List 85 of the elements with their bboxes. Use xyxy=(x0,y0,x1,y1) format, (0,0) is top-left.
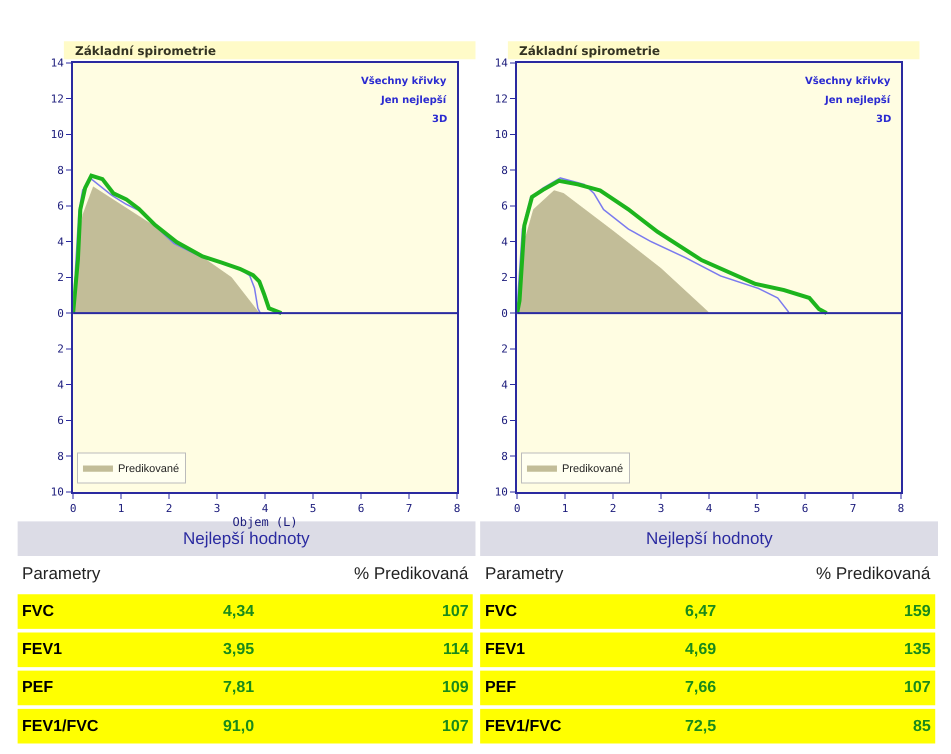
y-tick-label: 6 xyxy=(57,200,64,213)
y-tick-label: 2 xyxy=(501,342,508,356)
y-tick-label: 0 xyxy=(57,306,64,320)
text: FEV1 xyxy=(22,641,62,658)
x-tick-label: 8 xyxy=(898,502,904,516)
text: 159 xyxy=(904,603,931,620)
x-axis-title: Objem (L) xyxy=(232,515,298,530)
text: 91,0 xyxy=(223,718,254,735)
x-tick-label: 3 xyxy=(658,502,664,516)
text: 7,81 xyxy=(223,679,254,696)
y-tick-label: 8 xyxy=(57,450,64,463)
y-tick-label: 2 xyxy=(501,271,508,284)
chart-title: Základní spirometrie xyxy=(75,44,216,58)
annotation: Jen nejlepší xyxy=(380,95,447,106)
text: 109 xyxy=(442,679,469,696)
text: 107 xyxy=(442,718,469,735)
y-tick-label: 0 xyxy=(501,306,508,320)
x-tick-label: 0 xyxy=(514,502,520,516)
x-tick-label: 1 xyxy=(118,502,124,516)
text: FEV1 xyxy=(485,641,526,658)
text: 3,95 xyxy=(223,641,254,658)
y-tick-label: 4 xyxy=(501,235,508,248)
text: % Predikovaná xyxy=(816,564,931,583)
legend-label: Predikované xyxy=(118,463,180,476)
y-tick-label: 10 xyxy=(494,128,508,142)
text: 107 xyxy=(442,603,469,620)
x-tick-label: 5 xyxy=(754,502,760,516)
y-tick-label: 10 xyxy=(494,486,508,499)
x-tick-label: 2 xyxy=(166,502,172,516)
x-tick-label: 7 xyxy=(406,502,412,516)
x-tick-label: 4 xyxy=(706,502,713,516)
y-tick-label: 6 xyxy=(501,414,508,428)
y-tick-label: 14 xyxy=(494,56,508,70)
y-tick-label: 12 xyxy=(494,92,508,106)
legend-label: Predikované xyxy=(562,463,624,476)
annotation: Všechny křivky xyxy=(361,76,447,87)
y-tick-label: 6 xyxy=(501,200,508,213)
y-tick-label: 4 xyxy=(57,378,64,392)
text: 114 xyxy=(443,641,469,658)
y-tick-label: 10 xyxy=(50,486,64,499)
x-tick-label: 0 xyxy=(70,502,76,516)
annotation: 3D xyxy=(432,114,448,125)
text: FEV1/FVC xyxy=(485,718,562,735)
x-tick-label: 7 xyxy=(850,502,856,516)
x-tick-label: 4 xyxy=(262,502,269,516)
chart-title: Základní spirometrie xyxy=(519,44,660,58)
text: 6,47 xyxy=(685,603,716,620)
x-tick-label: 8 xyxy=(454,502,460,516)
y-tick-label: 4 xyxy=(501,378,508,392)
text: Nejlepší hodnoty xyxy=(183,529,310,548)
y-tick-label: 8 xyxy=(501,450,508,463)
annotation: Všechny křivky xyxy=(805,76,891,87)
text: 107 xyxy=(904,679,931,696)
x-tick-label: 2 xyxy=(610,502,616,516)
x-tick-label: 3 xyxy=(214,502,220,516)
text: FVC xyxy=(22,603,54,620)
annotation: 3D xyxy=(876,114,892,125)
text: Parametry xyxy=(22,564,101,583)
text: PEF xyxy=(485,679,516,696)
text: FVC xyxy=(485,603,518,620)
text: PEF xyxy=(22,679,54,696)
y-tick-label: 12 xyxy=(50,92,64,106)
x-tick-label: 5 xyxy=(310,502,316,516)
x-tick-label: 6 xyxy=(802,502,808,516)
x-tick-label: 6 xyxy=(358,502,364,516)
text: Parametry xyxy=(485,564,564,583)
text: 135 xyxy=(904,641,931,658)
text: 4,34 xyxy=(223,603,254,620)
y-tick-label: 2 xyxy=(57,342,64,356)
text: 7,66 xyxy=(685,679,716,696)
x-tick-label: 1 xyxy=(562,502,568,516)
annotation: Jen nejlepší xyxy=(824,95,891,106)
text: 72,5 xyxy=(685,718,716,735)
y-tick-label: 10 xyxy=(50,128,64,142)
y-tick-label: 2 xyxy=(57,271,64,284)
text: 85 xyxy=(913,718,931,735)
y-tick-label: 14 xyxy=(50,56,64,70)
text: % Predikovaná xyxy=(354,564,469,583)
y-tick-label: 8 xyxy=(501,164,508,177)
text: Nejlepší hodnoty xyxy=(646,529,774,548)
y-tick-label: 4 xyxy=(57,235,64,248)
text: 4,69 xyxy=(685,641,716,658)
y-tick-label: 8 xyxy=(57,164,64,177)
text: FEV1/FVC xyxy=(22,718,99,735)
y-tick-label: 6 xyxy=(57,414,64,428)
